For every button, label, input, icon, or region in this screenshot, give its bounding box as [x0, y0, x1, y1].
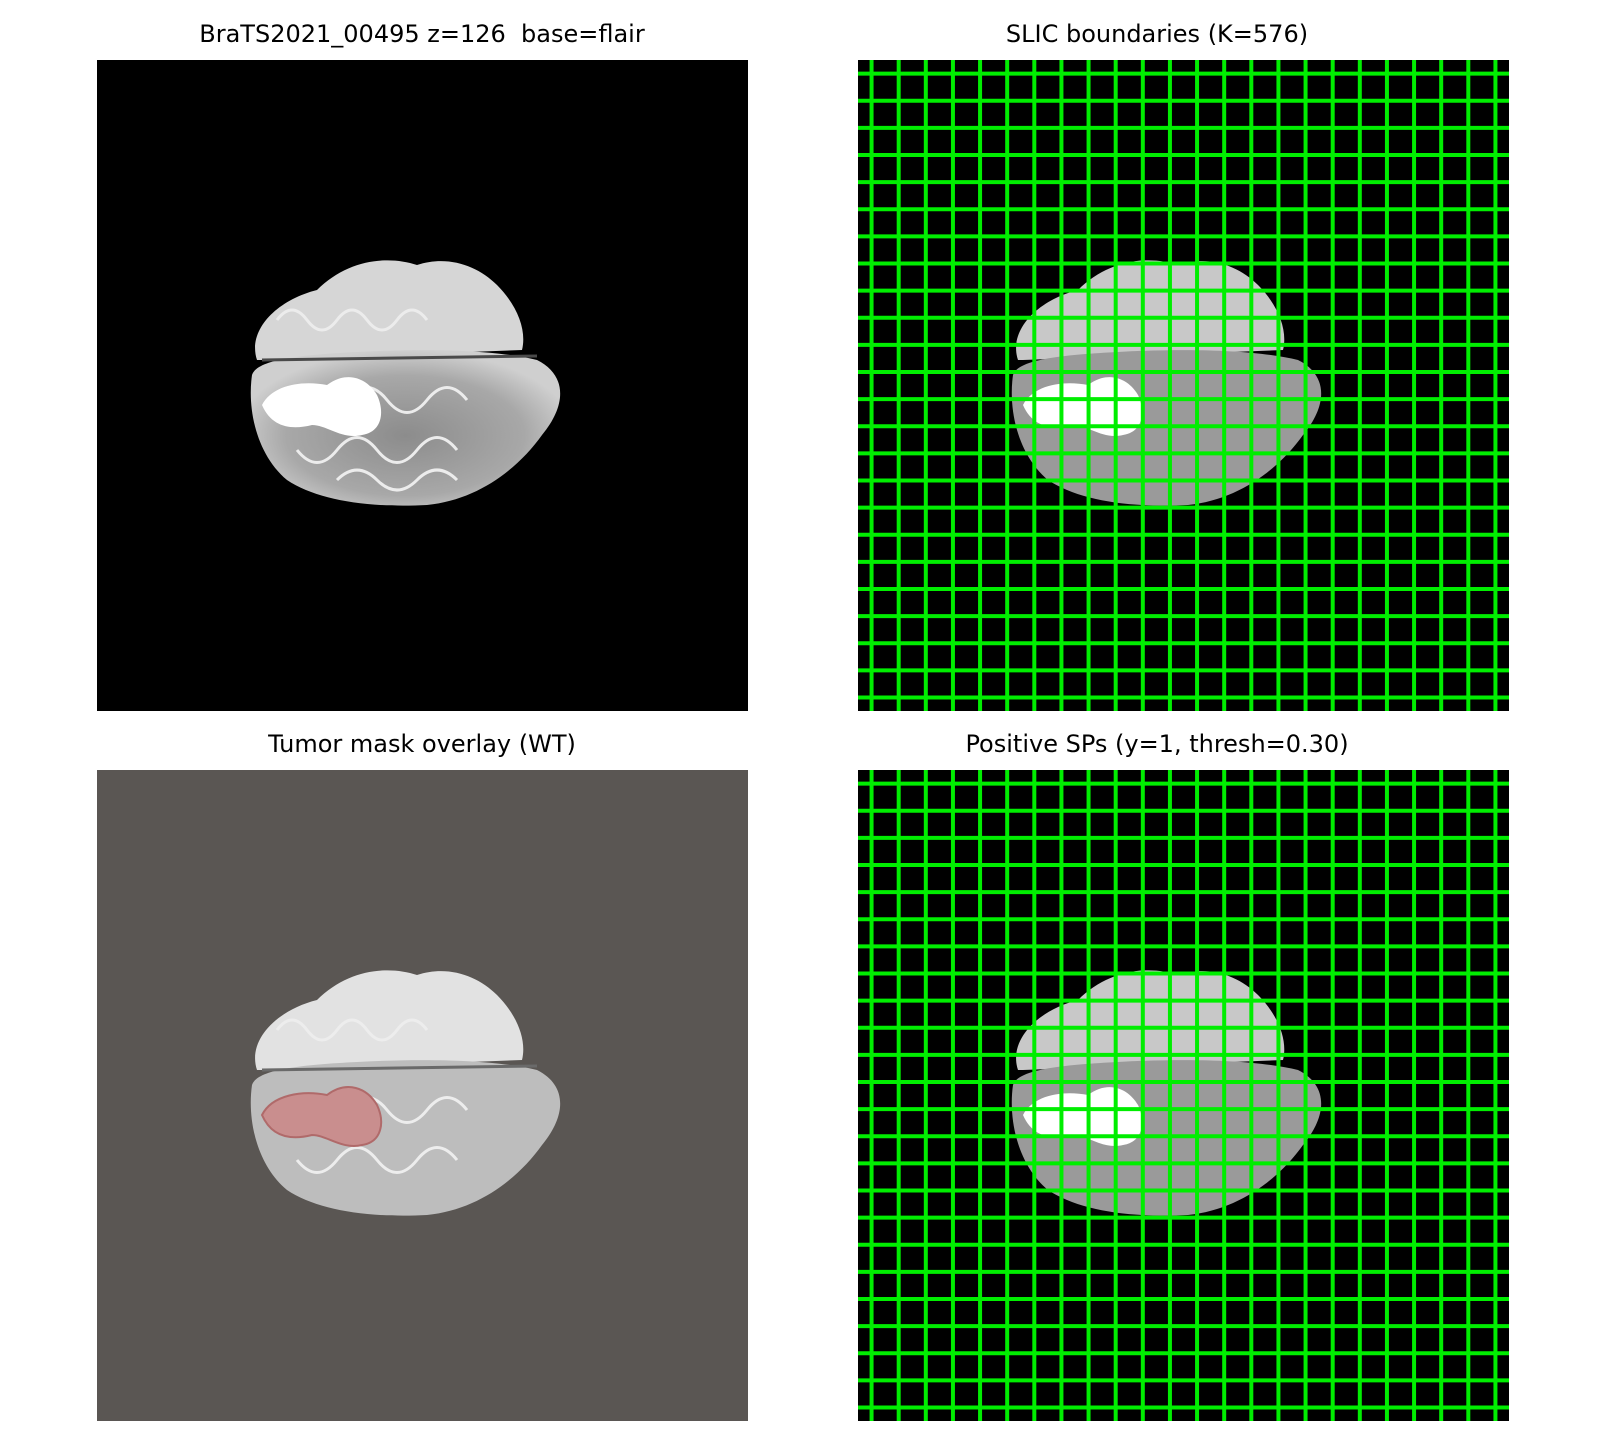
mask-overlay-image [97, 770, 748, 1421]
panel-title: BraTS2021_00495 z=126 base=flair [199, 20, 645, 48]
positive-sps-image [858, 770, 1509, 1421]
positive-sps-svg [858, 770, 1509, 1421]
tumor-mask [260, 1086, 383, 1148]
overlay-image [250, 970, 561, 1216]
brain-image [250, 260, 561, 506]
flair-slice-image [97, 60, 748, 711]
superpixel-grid [858, 60, 1509, 711]
panel-title: Positive SPs (y=1, thresh=0.30) [965, 730, 1349, 758]
panel-title: Tumor mask overlay (WT) [268, 730, 576, 758]
slic-image [858, 60, 1509, 711]
slic-boundaries-image [858, 60, 1509, 711]
superpixel-grid [858, 770, 1509, 1421]
panel-title: SLIC boundaries (K=576) [1005, 20, 1309, 48]
